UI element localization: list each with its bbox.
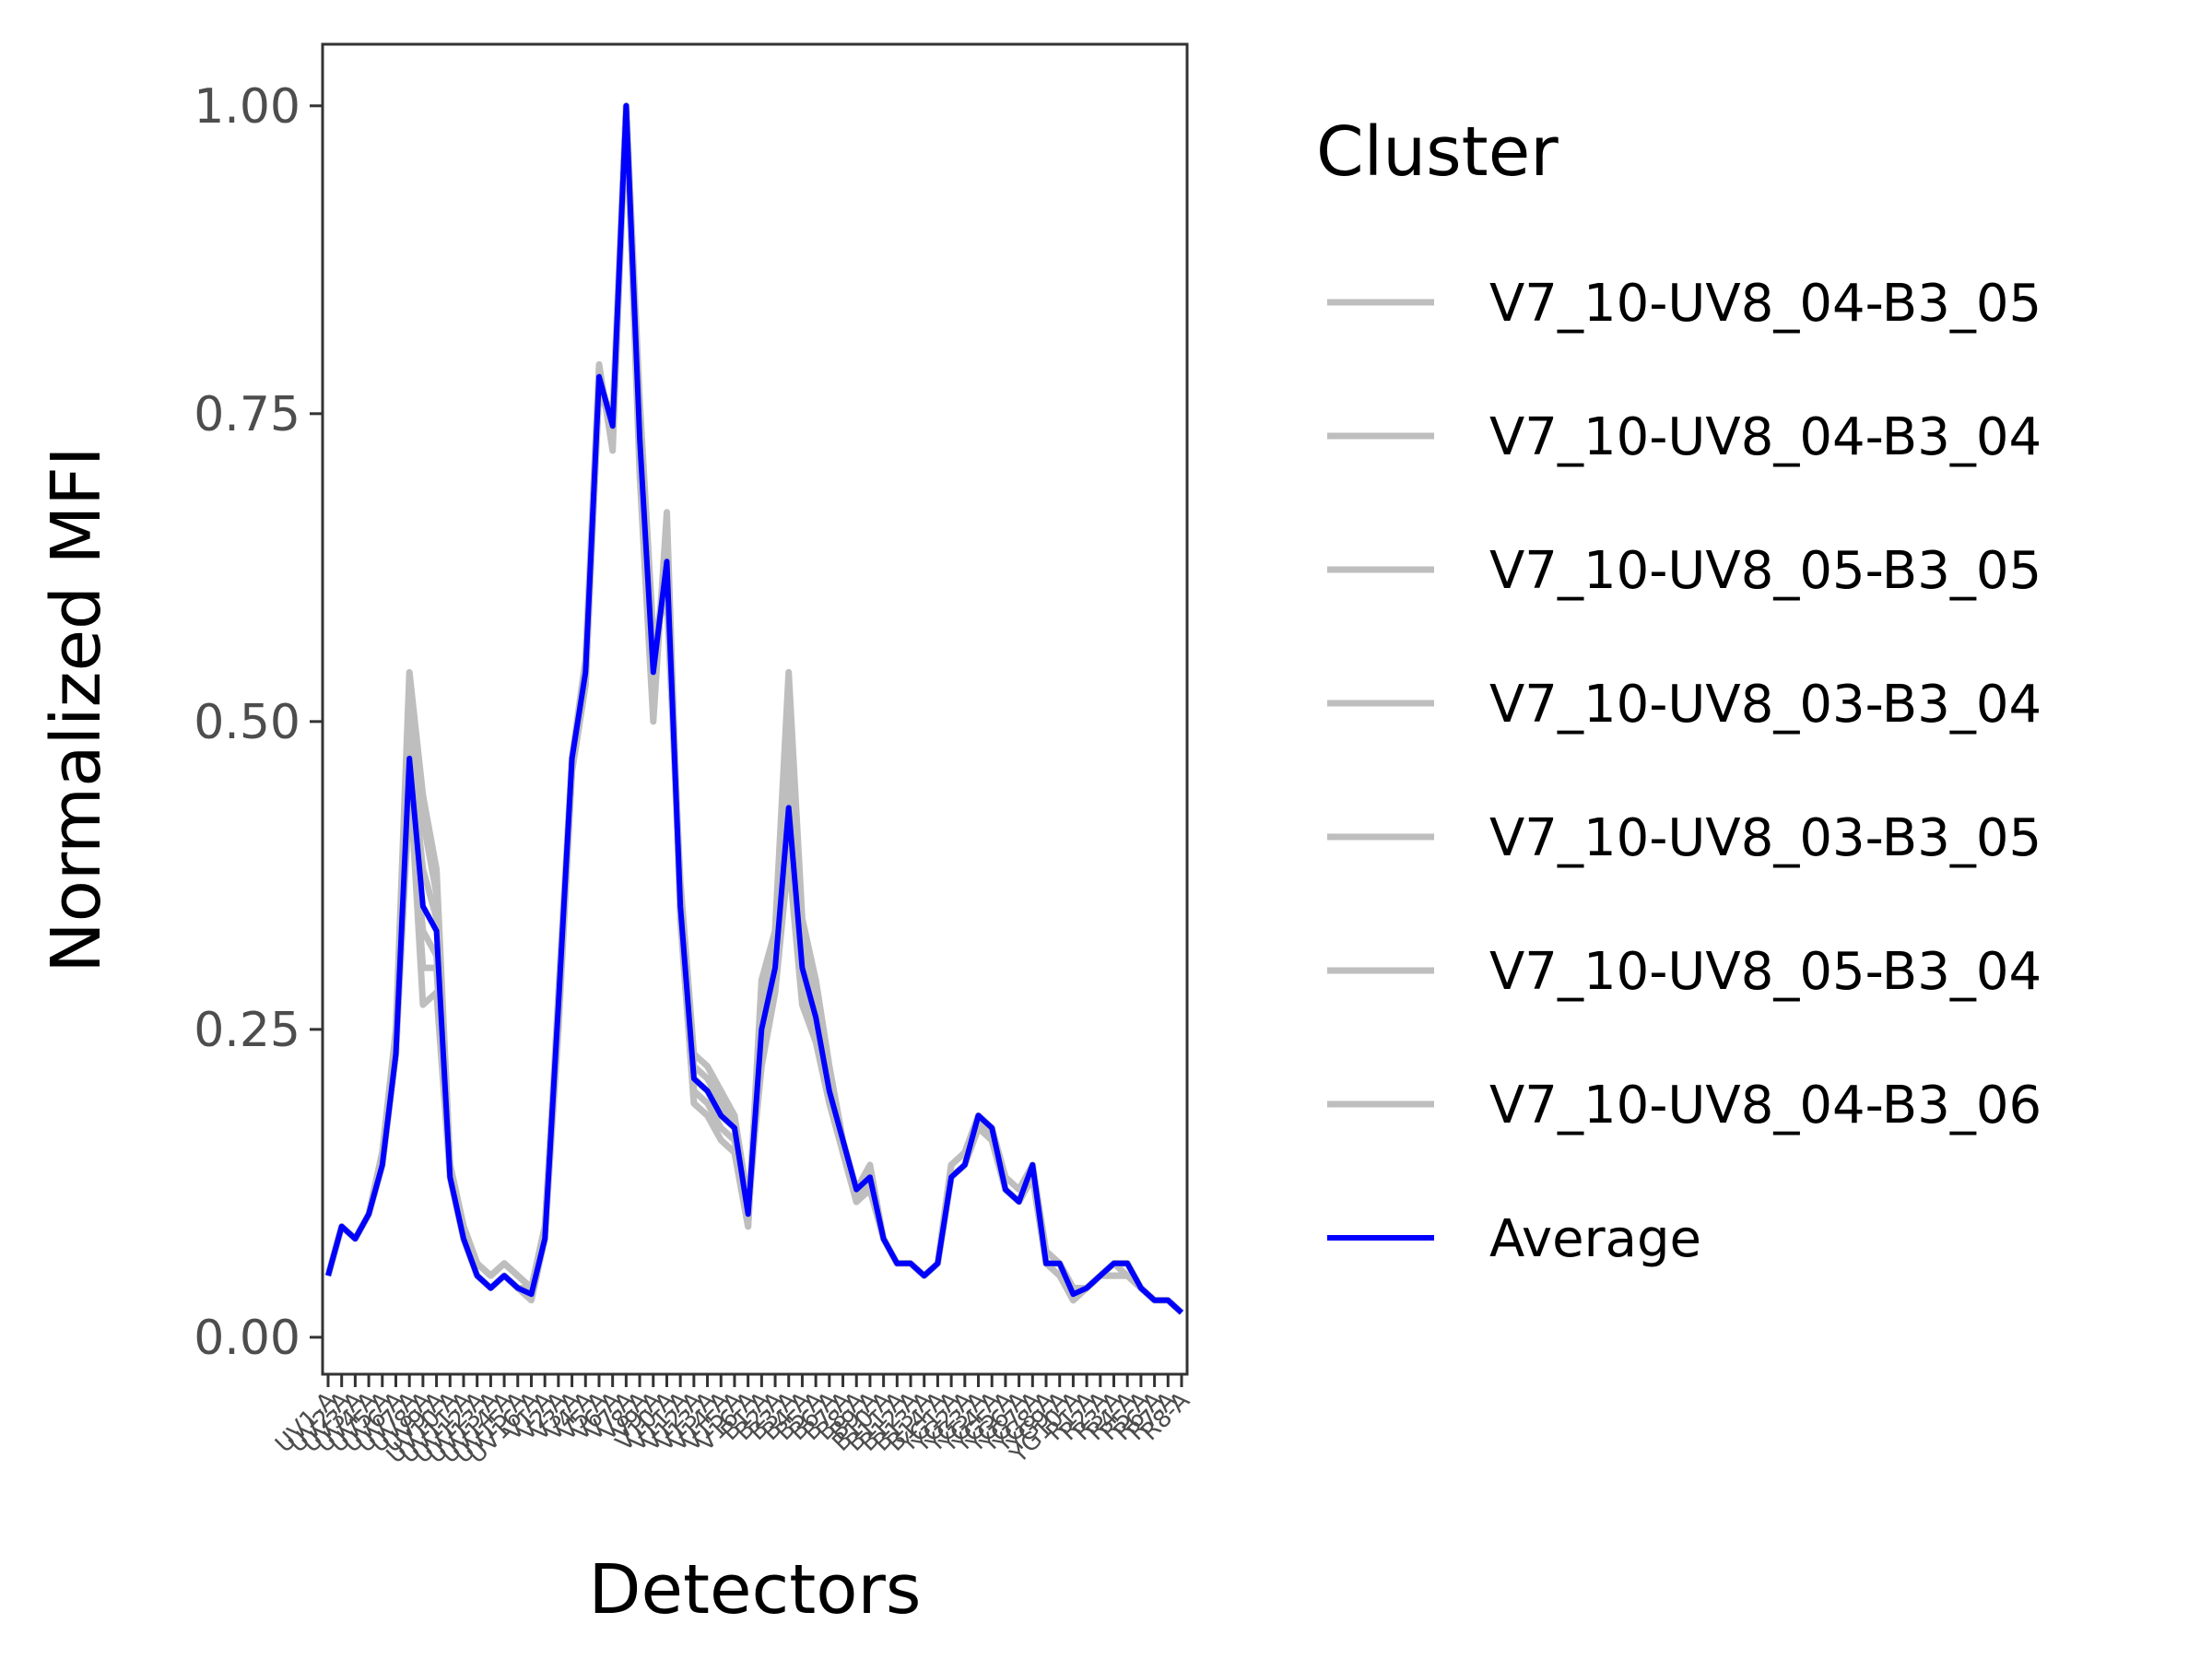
legend-label: V7_10-UV8_05-B3_05 (1489, 541, 2041, 601)
series-line-average (325, 102, 1184, 1315)
legend-item: V7_10-UV8_05-B3_04 (1327, 942, 2041, 1002)
legend-item: V7_10-UV8_03-B3_04 (1327, 675, 2041, 735)
legend-label: V7_10-UV8_03-B3_04 (1489, 675, 2041, 735)
x-axis: UV1-AUV2-AUV3-AUV4-AUV5-AUV6-AUV7-AUV8-A… (270, 1374, 1195, 1469)
series-layer (324, 102, 1184, 1315)
legend-item: V7_10-UV8_03-B3_05 (1327, 808, 2041, 868)
legend-label: V7_10-UV8_04-B3_06 (1489, 1076, 2041, 1135)
y-tick-label: 1.00 (194, 79, 300, 135)
legend-label: V7_10-UV8_04-B3_04 (1489, 407, 2041, 467)
legend: V7_10-UV8_04-B3_05 V7_10-UV8_04-B3_04 V7_1… (1327, 274, 2041, 1269)
legend-title: Cluster (1316, 112, 1559, 192)
plot-panel-border (321, 42, 1189, 1376)
legend-item: V7_10-UV8_04-B3_05 (1327, 274, 2041, 334)
y-tick-label: 0.00 (194, 1311, 300, 1366)
y-tick-label: 0.75 (194, 387, 300, 442)
legend-item: Average (1327, 1209, 1701, 1269)
y-tick-label: 0.50 (194, 695, 300, 750)
y-axis-title: Normalized MFI (37, 446, 116, 972)
y-axis: 0.00 0.25 0.50 0.75 1.00 (194, 79, 323, 1366)
legend-label: V7_10-UV8_03-B3_05 (1489, 808, 2041, 868)
legend-item: V7_10-UV8_05-B3_05 (1327, 541, 2041, 601)
x-axis-title: Detectors (588, 1550, 921, 1630)
y-tick-label: 0.25 (194, 1003, 300, 1058)
legend-label: V7_10-UV8_04-B3_05 (1489, 274, 2041, 334)
legend-label: Average (1489, 1209, 1701, 1269)
legend-item: V7_10-UV8_04-B3_06 (1327, 1076, 2041, 1135)
legend-item: V7_10-UV8_04-B3_04 (1327, 407, 2041, 467)
legend-label: V7_10-UV8_05-B3_04 (1489, 942, 2041, 1002)
